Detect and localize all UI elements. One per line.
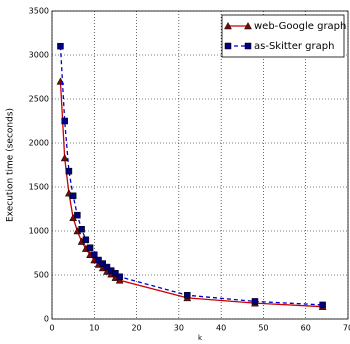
marker: [78, 225, 85, 233]
marker: [69, 192, 77, 200]
series-line: [59, 81, 323, 308]
x-tick-label: 30: [174, 324, 184, 333]
marker: [244, 42, 252, 50]
marker: [95, 256, 102, 264]
plot-frame: [51, 10, 349, 320]
y-tick-label: 3500: [29, 7, 49, 16]
y-tick-label: 1000: [29, 227, 49, 236]
legend-box: [221, 14, 345, 58]
y-tick-label: 2500: [29, 95, 49, 104]
marker: [112, 269, 119, 277]
y-tick-label: 0: [44, 315, 49, 324]
marker: [99, 260, 106, 267]
x-tick-label: 10: [89, 324, 99, 333]
y-tick-label: 3000: [29, 51, 49, 60]
legend: web-Google graph as-Skitter graph: [221, 14, 346, 58]
x-tick-label: 40: [216, 324, 226, 333]
legend-label: web-Google graph: [254, 21, 346, 32]
x-tick-label: 50: [258, 324, 268, 333]
x-tick-label: 70: [343, 324, 350, 333]
marker: [91, 251, 98, 259]
y-tick-label: 1500: [29, 183, 49, 192]
x-tick-label: 60: [301, 324, 311, 333]
marker: [82, 236, 90, 244]
marker: [116, 273, 123, 281]
x-tick-label: 20: [131, 324, 141, 333]
y-tick-label: 2000: [29, 139, 49, 148]
marker: [86, 244, 94, 251]
marker: [74, 211, 81, 219]
marker: [244, 21, 252, 30]
marker: [57, 42, 64, 50]
marker: [224, 42, 232, 50]
marker: [103, 263, 111, 271]
y-tick-label: 500: [34, 271, 49, 280]
marker: [61, 117, 68, 125]
marker: [115, 276, 124, 284]
marker: [251, 298, 259, 305]
marker: [184, 291, 191, 299]
legend-label: as-Skitter graph: [254, 41, 334, 52]
marker: [65, 167, 73, 175]
marker: [319, 301, 326, 309]
marker: [60, 153, 69, 162]
marker: [224, 21, 232, 30]
x-tick-label: 0: [49, 324, 54, 333]
x-axis-label: k: [198, 334, 203, 342]
y-axis-label: Execution time (seconds): [6, 108, 16, 222]
